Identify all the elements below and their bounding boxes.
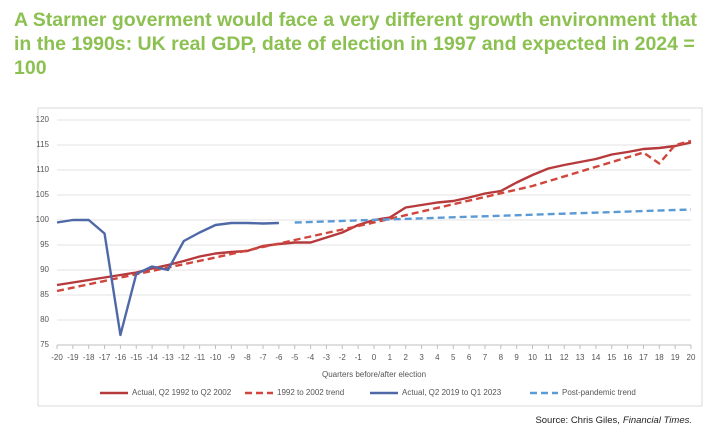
- y-tick-label: 80: [40, 315, 49, 324]
- x-tick-label: -16: [115, 353, 127, 362]
- chart-frame: [37, 107, 703, 407]
- x-tick-label: -6: [275, 353, 283, 362]
- x-tick-label: 17: [639, 353, 648, 362]
- x-tick-label: 0: [372, 353, 377, 362]
- series-line: [56, 139, 692, 293]
- x-tick-label: -11: [194, 353, 206, 362]
- x-tick-label: 3: [419, 353, 424, 362]
- x-tick-label: 12: [560, 353, 569, 362]
- series-line: [56, 218, 279, 337]
- y-tick-label: 95: [40, 240, 49, 249]
- y-tick-label: 100: [36, 215, 50, 224]
- x-tick-label: 4: [435, 353, 440, 362]
- x-tick-label: 19: [671, 353, 680, 362]
- x-tick-label: -15: [130, 353, 142, 362]
- x-tick-label: -14: [146, 353, 158, 362]
- source-text: Source: Chris Giles,: [535, 415, 619, 426]
- x-tick-label: -7: [259, 353, 267, 362]
- x-tick-label: -4: [307, 353, 315, 362]
- chart-title: A Starmer goverment would face a very di…: [14, 9, 697, 79]
- x-tick-label: -3: [323, 353, 331, 362]
- x-tick-label: -12: [178, 353, 190, 362]
- x-tick-label: -10: [210, 353, 222, 362]
- y-tick-label: 120: [36, 115, 50, 124]
- x-tick-label: -2: [339, 353, 347, 362]
- x-tick-label: 2: [403, 353, 408, 362]
- y-tick-label: 90: [40, 265, 49, 274]
- x-tick-label: 7: [483, 353, 488, 362]
- x-tick-label: -20: [51, 353, 63, 362]
- y-tick-label: 110: [36, 165, 49, 174]
- x-tick-label: 16: [623, 353, 632, 362]
- x-tick-label: 5: [451, 353, 456, 362]
- x-tick-label: -5: [291, 353, 299, 362]
- x-axis-label: Quarters before/after election: [322, 370, 426, 379]
- y-tick-label: 85: [40, 290, 49, 299]
- x-tick-label: -19: [67, 353, 79, 362]
- x-tick-label: -13: [162, 353, 174, 362]
- x-tick-label: -9: [228, 353, 236, 362]
- x-tick-label: 6: [467, 353, 472, 362]
- x-tick-label: 13: [576, 353, 585, 362]
- source: Source: Chris Giles, Financial Times.: [535, 415, 692, 426]
- x-tick-label: 18: [655, 353, 664, 362]
- x-tick-label: 8: [499, 353, 504, 362]
- x-tick-label: 1: [388, 353, 393, 362]
- x-tick-label: 9: [514, 353, 519, 362]
- x-tick-label: 10: [528, 353, 537, 362]
- x-tick-label: -1: [355, 353, 363, 362]
- x-tick-label: -18: [83, 353, 95, 362]
- x-tick-label: 20: [687, 353, 696, 362]
- y-tick-label: 75: [40, 340, 49, 349]
- legend-label: Post-pandemic trend: [562, 388, 636, 397]
- source-publication: Financial Times.: [623, 415, 692, 426]
- y-tick-label: 105: [36, 190, 50, 199]
- x-tick-label: -17: [99, 353, 111, 362]
- legend-label: 1992 to 2002 trend: [277, 388, 344, 397]
- x-tick-label: 14: [591, 353, 600, 362]
- series-line: [294, 208, 692, 224]
- y-tick-label: 115: [36, 140, 49, 149]
- x-tick-label: 11: [544, 353, 553, 362]
- x-tick-label: -8: [244, 353, 252, 362]
- x-tick-label: 15: [607, 353, 616, 362]
- legend-label: Actual, Q2 1992 to Q2 2002: [132, 388, 232, 397]
- legend-label: Actual, Q2 2019 to Q1 2023: [402, 388, 502, 397]
